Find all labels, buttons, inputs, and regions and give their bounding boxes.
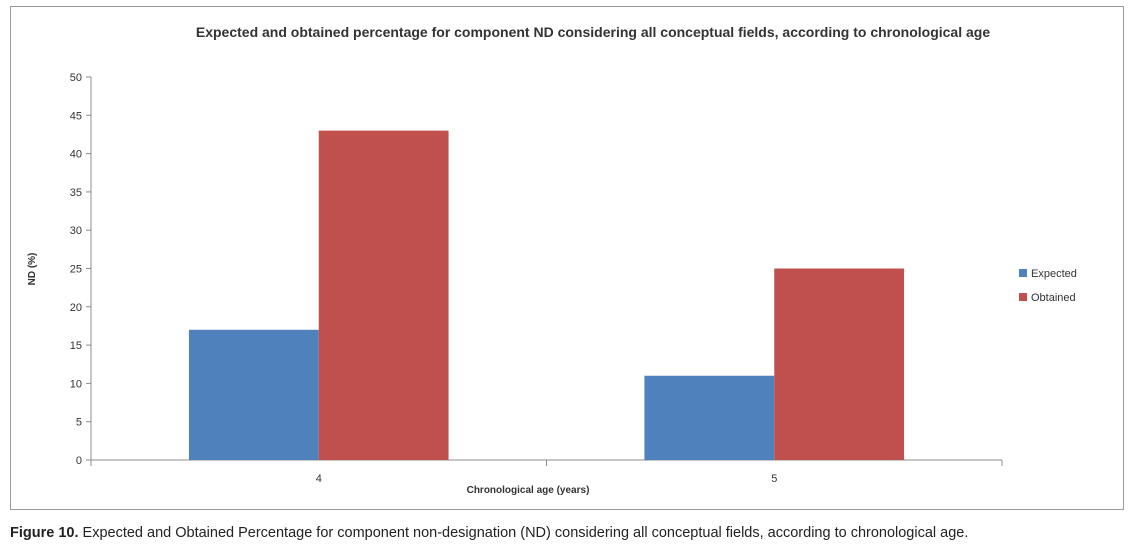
bars-group <box>188 130 905 460</box>
x-axis-title: Chronological age (years) <box>467 485 590 496</box>
y-tick-label: 45 <box>70 110 82 122</box>
y-axis: 0 5 10 15 20 25 30 35 40 45 50 <box>70 72 92 467</box>
y-tick-label: 10 <box>70 378 82 390</box>
legend: Expected Obtained <box>1019 268 1077 304</box>
caption-text: Expected and Obtained Percentage for com… <box>78 525 969 541</box>
y-tick-label: 0 <box>76 455 82 467</box>
y-tick-label: 35 <box>70 187 82 199</box>
y-axis-title: ND (%) <box>27 253 38 286</box>
bar-expected-4 <box>188 329 319 460</box>
y-tick-label: 20 <box>70 302 82 314</box>
figure-label: Figure 10. <box>10 525 79 541</box>
chart-title: Expected and obtained percentage for com… <box>196 24 990 40</box>
bar-chart: Expected and obtained percentage for com… <box>27 24 1077 496</box>
y-tick-label: 5 <box>76 417 82 429</box>
y-tick-label: 30 <box>70 225 82 237</box>
x-tick-label: 5 <box>771 473 777 485</box>
chart-frame: Expected and obtained percentage for com… <box>10 6 1124 510</box>
y-tick-label: 15 <box>70 340 82 352</box>
figure-caption: Figure 10. Expected and Obtained Percent… <box>10 525 968 541</box>
x-tick-label: 4 <box>316 473 322 485</box>
legend-label-expected: Expected <box>1031 268 1077 280</box>
y-tick-label: 25 <box>70 264 82 276</box>
legend-swatch-obtained <box>1019 293 1027 301</box>
bar-expected-5 <box>644 375 775 460</box>
y-tick-label: 50 <box>70 72 82 84</box>
legend-swatch-expected <box>1019 269 1027 277</box>
legend-label-obtained: Obtained <box>1031 292 1076 304</box>
bar-obtained-4 <box>318 130 449 460</box>
bar-obtained-5 <box>774 268 905 460</box>
y-tick-label: 40 <box>70 149 82 161</box>
